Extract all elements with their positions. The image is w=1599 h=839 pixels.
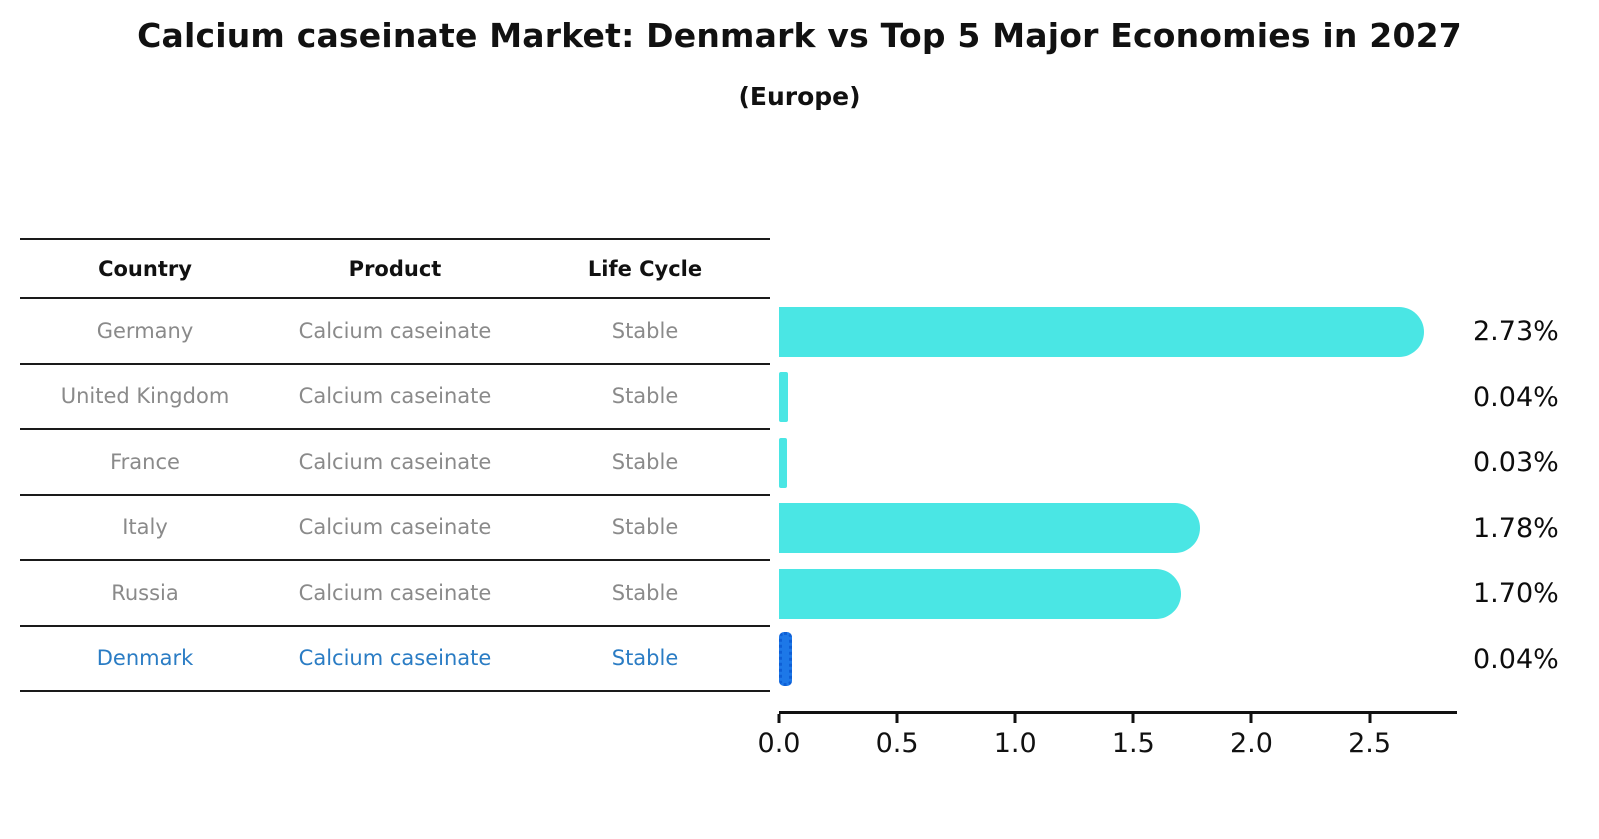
bar-row bbox=[779, 627, 1457, 693]
x-tick-label: 1.0 bbox=[993, 728, 1037, 759]
x-tick-mark bbox=[1013, 714, 1017, 723]
value-label: 0.04% bbox=[1473, 643, 1559, 675]
table-cell-product: Calcium caseinate bbox=[298, 515, 492, 540]
table-cell-life-cycle: Stable bbox=[611, 580, 679, 605]
table-cell-life-cycle: Stable bbox=[611, 646, 679, 671]
table-cell-life-cycle: Stable bbox=[611, 318, 679, 343]
bar-row bbox=[779, 365, 1457, 431]
table-cell-life-cycle: Stable bbox=[611, 515, 679, 540]
table-body: Germany Calcium caseinate Stable United Kin… bbox=[20, 299, 770, 692]
x-tick-label: 0.0 bbox=[757, 728, 801, 759]
table-cell-country: Germany bbox=[96, 318, 194, 343]
bar-united-kingdom bbox=[779, 372, 789, 423]
bar-row bbox=[779, 430, 1457, 496]
x-tick-mark bbox=[777, 714, 781, 723]
value-label: 2.73% bbox=[1473, 316, 1559, 348]
x-tick-label: 0.5 bbox=[875, 728, 919, 759]
column-header-product: Product bbox=[348, 256, 442, 281]
plot-area bbox=[779, 299, 1457, 692]
value-label: 1.78% bbox=[1473, 512, 1559, 544]
x-axis: 0.0 0.5 1.0 1.5 2.0 2.5 bbox=[758, 711, 1457, 763]
table-cell-product: Calcium caseinate bbox=[298, 646, 492, 671]
bar-row bbox=[779, 299, 1457, 365]
bar-germany bbox=[779, 306, 1424, 357]
bar-row bbox=[779, 561, 1457, 627]
table-cell-product: Calcium caseinate bbox=[298, 384, 492, 409]
bar-italy bbox=[779, 503, 1200, 554]
table-cell-country: Denmark bbox=[96, 646, 194, 671]
data-table: Country Product Life Cycle Germany Calciu… bbox=[20, 238, 770, 763]
figure-content: Country Product Life Cycle Germany Calciu… bbox=[20, 238, 1579, 763]
column-header-life-cycle: Life Cycle bbox=[587, 256, 703, 281]
bar-denmark-highlight bbox=[779, 632, 792, 687]
table-cell-country: Italy bbox=[122, 515, 168, 540]
table-cell-country: France bbox=[110, 449, 180, 474]
chart-subtitle: (Europe) bbox=[738, 82, 861, 111]
table-cell-product: Calcium caseinate bbox=[298, 580, 492, 605]
table-cell-product: Calcium caseinate bbox=[298, 318, 492, 343]
table-row: Italy Calcium caseinate Stable bbox=[20, 496, 770, 561]
x-tick-mark bbox=[1368, 714, 1372, 723]
table-row: Russia Calcium caseinate Stable bbox=[20, 561, 770, 627]
table-row: United Kingdom Calcium caseinate Stable bbox=[20, 365, 770, 430]
table-cell-life-cycle: Stable bbox=[611, 384, 679, 409]
table-cell-country: Russia bbox=[111, 580, 179, 605]
bar-chart: 0.0 0.5 1.0 1.5 2.0 2.5 2.73% 0.04% 0.03% 1.78% 1… bbox=[758, 238, 1579, 763]
plot-wrap: 0.0 0.5 1.0 1.5 2.0 2.5 bbox=[758, 299, 1457, 763]
x-tick-mark bbox=[1249, 714, 1253, 723]
table-row: Germany Calcium caseinate Stable bbox=[20, 299, 770, 365]
table-row: France Calcium caseinate Stable bbox=[20, 430, 770, 496]
chart-title: Calcium caseinate Market: Denmark vs Top… bbox=[137, 16, 1462, 55]
x-tick-mark bbox=[1131, 714, 1135, 723]
table-cell-life-cycle: Stable bbox=[611, 449, 679, 474]
x-tick-label: 2.5 bbox=[1348, 728, 1392, 759]
table-header-row: Country Product Life Cycle bbox=[20, 238, 770, 299]
table-cell-product: Calcium caseinate bbox=[298, 449, 492, 474]
bar-row bbox=[779, 496, 1457, 562]
value-label: 0.04% bbox=[1473, 381, 1559, 413]
x-tick-mark bbox=[895, 714, 899, 723]
bar-france bbox=[779, 437, 787, 488]
figure: Calcium caseinate Market: Denmark vs Top… bbox=[0, 16, 1599, 759]
value-labels: 2.73% 0.04% 0.03% 1.78% 1.70% 0.04% bbox=[1457, 299, 1579, 763]
table-cell-country: United Kingdom bbox=[60, 384, 230, 409]
column-header-country: Country bbox=[98, 256, 192, 281]
table-row: Denmark Calcium caseinate Stable bbox=[20, 627, 770, 692]
x-tick-label: 1.5 bbox=[1111, 728, 1155, 759]
value-label: 1.70% bbox=[1473, 578, 1559, 610]
value-label: 0.03% bbox=[1473, 447, 1559, 479]
x-tick-label: 2.0 bbox=[1229, 728, 1273, 759]
bar-russia bbox=[779, 568, 1181, 619]
